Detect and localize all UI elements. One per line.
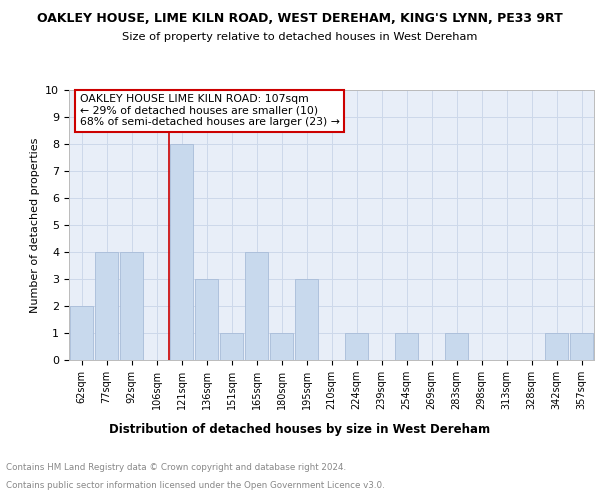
Bar [245,252,268,360]
Bar [95,252,118,360]
Bar [345,333,368,360]
Text: OAKLEY HOUSE LIME KILN ROAD: 107sqm
← 29% of detached houses are smaller (10)
68: OAKLEY HOUSE LIME KILN ROAD: 107sqm ← 29… [79,94,340,127]
Bar [445,333,468,360]
Text: Contains HM Land Registry data © Crown copyright and database right 2024.: Contains HM Land Registry data © Crown c… [6,462,346,471]
Bar [270,333,293,360]
Bar [220,333,243,360]
Bar [295,279,318,360]
Bar [395,333,418,360]
Text: Contains public sector information licensed under the Open Government Licence v3: Contains public sector information licen… [6,481,385,490]
Text: OAKLEY HOUSE, LIME KILN ROAD, WEST DEREHAM, KING'S LYNN, PE33 9RT: OAKLEY HOUSE, LIME KILN ROAD, WEST DEREH… [37,12,563,26]
Text: Distribution of detached houses by size in West Dereham: Distribution of detached houses by size … [109,422,491,436]
Bar [120,252,143,360]
Bar [545,333,568,360]
Bar [70,306,93,360]
Bar [570,333,593,360]
Bar [170,144,193,360]
Y-axis label: Number of detached properties: Number of detached properties [30,138,40,312]
Bar [195,279,218,360]
Text: Size of property relative to detached houses in West Dereham: Size of property relative to detached ho… [122,32,478,42]
